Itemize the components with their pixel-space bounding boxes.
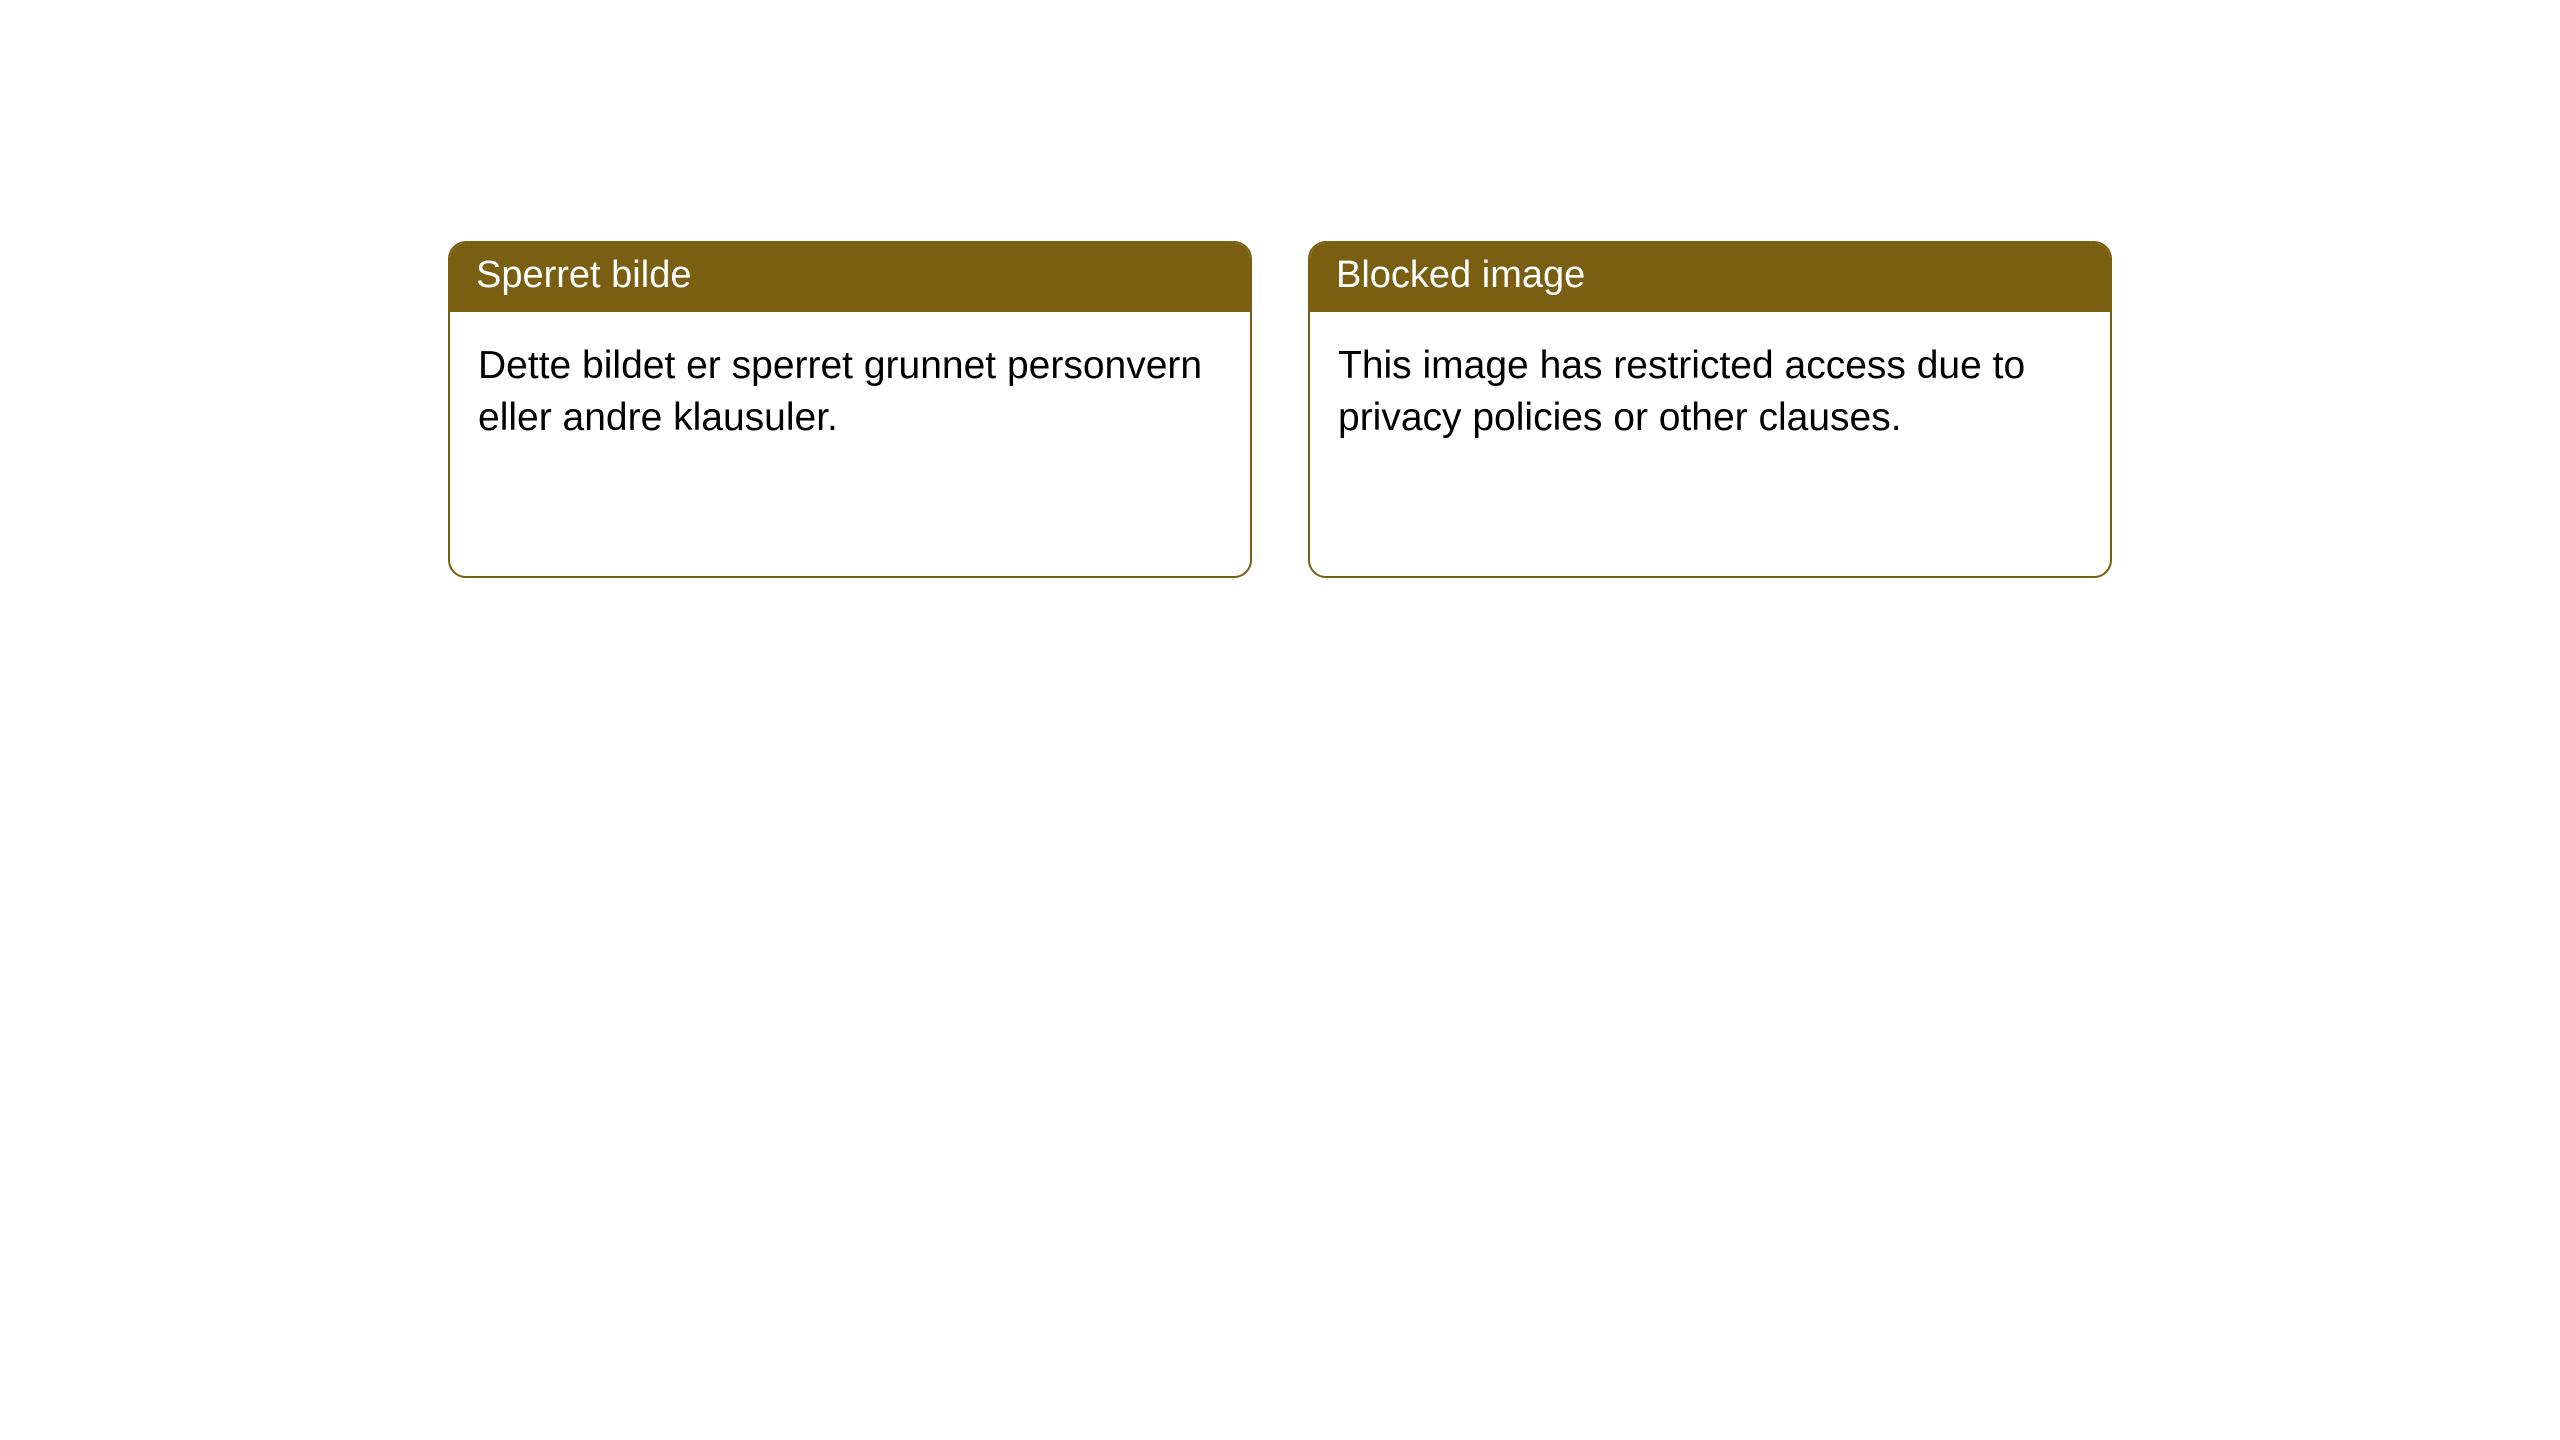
notice-body: Dette bildet er sperret grunnet personve… (450, 312, 1250, 472)
notice-header: Blocked image (1310, 243, 2110, 312)
notice-header: Sperret bilde (450, 243, 1250, 312)
notice-container: Sperret bilde Dette bildet er sperret gr… (0, 0, 2560, 578)
notice-body: This image has restricted access due to … (1310, 312, 2110, 472)
notice-card-english: Blocked image This image has restricted … (1308, 241, 2112, 578)
notice-card-norwegian: Sperret bilde Dette bildet er sperret gr… (448, 241, 1252, 578)
